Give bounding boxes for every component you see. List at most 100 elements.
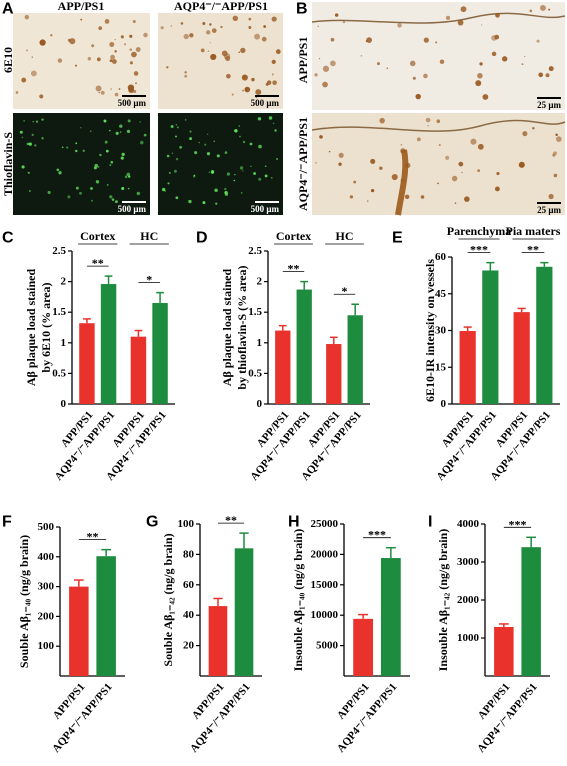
spot [119,124,123,128]
panel-label: E [392,230,403,247]
y-axis-label: Insouble Aβ₁₋₄₂ (ng/g brain) [436,529,450,671]
spot [400,178,405,183]
spot [110,54,115,60]
spot [409,60,416,67]
spot [121,152,125,157]
error-bar [83,318,91,324]
spot [226,172,231,176]
spot [552,153,556,157]
spot [272,122,275,125]
spot [224,151,228,154]
y-tick-label: 60 [183,579,195,591]
spot [330,37,335,42]
spot [400,144,403,146]
error-bar [486,261,495,271]
bar [79,323,95,404]
y-tick-label: 1.5 [52,306,66,318]
y-tick-label: 15000 [311,579,339,591]
y-tick-label: 0 [257,398,263,410]
spot [338,162,342,166]
bar [296,289,312,404]
spot [39,39,46,46]
spot [139,140,144,145]
spot [188,199,192,204]
spot [481,24,483,26]
spot [189,137,193,141]
spot [27,171,30,174]
bar [513,312,530,404]
spot [75,64,77,67]
vessel [311,119,566,132]
spot [24,14,30,20]
spot [251,77,255,82]
spot [415,93,421,100]
spot [126,172,131,177]
spot [334,13,339,17]
y-tick-label: 100 [38,640,55,652]
spot [370,158,376,164]
panel-label: C [2,230,14,247]
y-tick-label: 2.5 [248,245,262,257]
spot [110,88,112,90]
spot [104,140,108,144]
spot [250,165,252,167]
spot [240,192,243,194]
bar [536,266,553,404]
spot [231,93,234,96]
micrograph [158,113,283,215]
spot [366,200,369,203]
spot [532,127,535,130]
spot [353,180,357,184]
spot [264,174,268,178]
scale-label: 500 μm [118,204,147,214]
bar [100,284,117,404]
spot [98,91,100,94]
significance-label: ** [92,256,104,270]
spot [249,142,253,146]
y-tick-label: 0.5 [248,367,262,379]
spot [41,118,44,121]
spot [168,171,171,175]
spot [21,77,27,83]
row-label: APP/PS1 [296,37,310,84]
spot [119,131,122,133]
spot [89,130,92,133]
spot [124,175,128,179]
error-bar [278,324,287,331]
spot [114,200,118,204]
spot [496,171,500,176]
spot [268,116,273,120]
bar [96,556,116,676]
y-tick-label: 1.5 [248,306,262,318]
spot [135,82,137,85]
spot [317,25,319,27]
y-tick-label: 4000 [457,518,480,530]
spot [98,26,103,30]
spot [436,119,441,124]
spot [127,119,131,123]
spot [461,171,463,174]
spot [103,119,107,123]
spot [458,161,464,167]
panel-label: F [2,514,12,531]
spot [183,33,189,40]
spot [322,65,330,72]
spot [175,196,179,200]
spot [135,47,141,52]
spot [175,157,179,161]
error-bar [101,548,112,557]
bar [69,586,89,676]
significance-label: *** [368,528,386,542]
spot [420,195,425,199]
spot [349,195,354,199]
spot [167,182,170,185]
spot [15,91,19,94]
y-axis-label: by 6E10 (% area) [39,282,53,372]
bar [353,618,374,676]
significance-label: *** [509,517,527,531]
y-tick-label: 5000 [316,640,339,652]
spot [210,53,217,61]
y-tick-label: 2000 [457,594,480,606]
